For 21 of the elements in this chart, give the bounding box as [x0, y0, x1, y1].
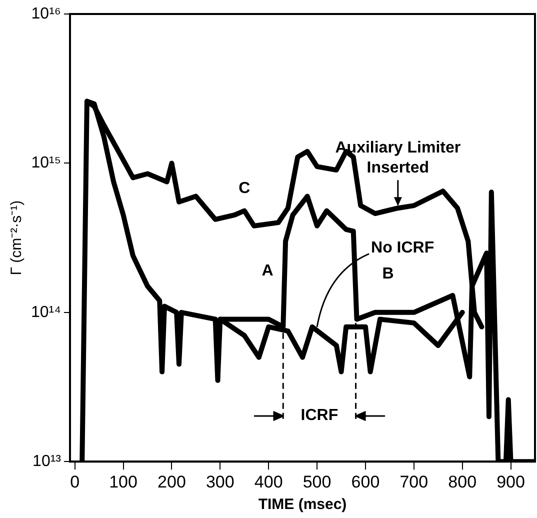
x-tick-label: 900	[496, 472, 525, 492]
series-label: C	[238, 180, 251, 198]
annotation: ICRF	[300, 407, 338, 424]
x-tick-label: 400	[254, 472, 283, 492]
y-tick-label: 10¹³	[32, 453, 62, 470]
y-tick-label: 10¹⁵	[31, 154, 61, 172]
x-tick-label: 200	[158, 472, 186, 492]
x-tick-label: 300	[206, 472, 234, 492]
annotation: No ICRF	[371, 239, 434, 256]
x-tick-label: 800	[448, 472, 477, 492]
y-tick-label: 10¹⁴	[31, 304, 62, 321]
y-tick-label: 10¹⁶	[31, 5, 61, 22]
x-tick-label: 500	[302, 472, 332, 492]
x-tick-label: 0	[70, 472, 80, 492]
x-axis-title: TIME (msec)	[258, 496, 347, 514]
series-label: A	[262, 262, 274, 280]
y-axis-title: Γ (cm⁻²·s⁻¹)	[8, 200, 26, 276]
x-tick-label: 700	[400, 472, 428, 492]
x-tick-label: 100	[109, 472, 138, 492]
text: B	[382, 266, 394, 283]
x-tick-label: 600	[351, 472, 380, 492]
